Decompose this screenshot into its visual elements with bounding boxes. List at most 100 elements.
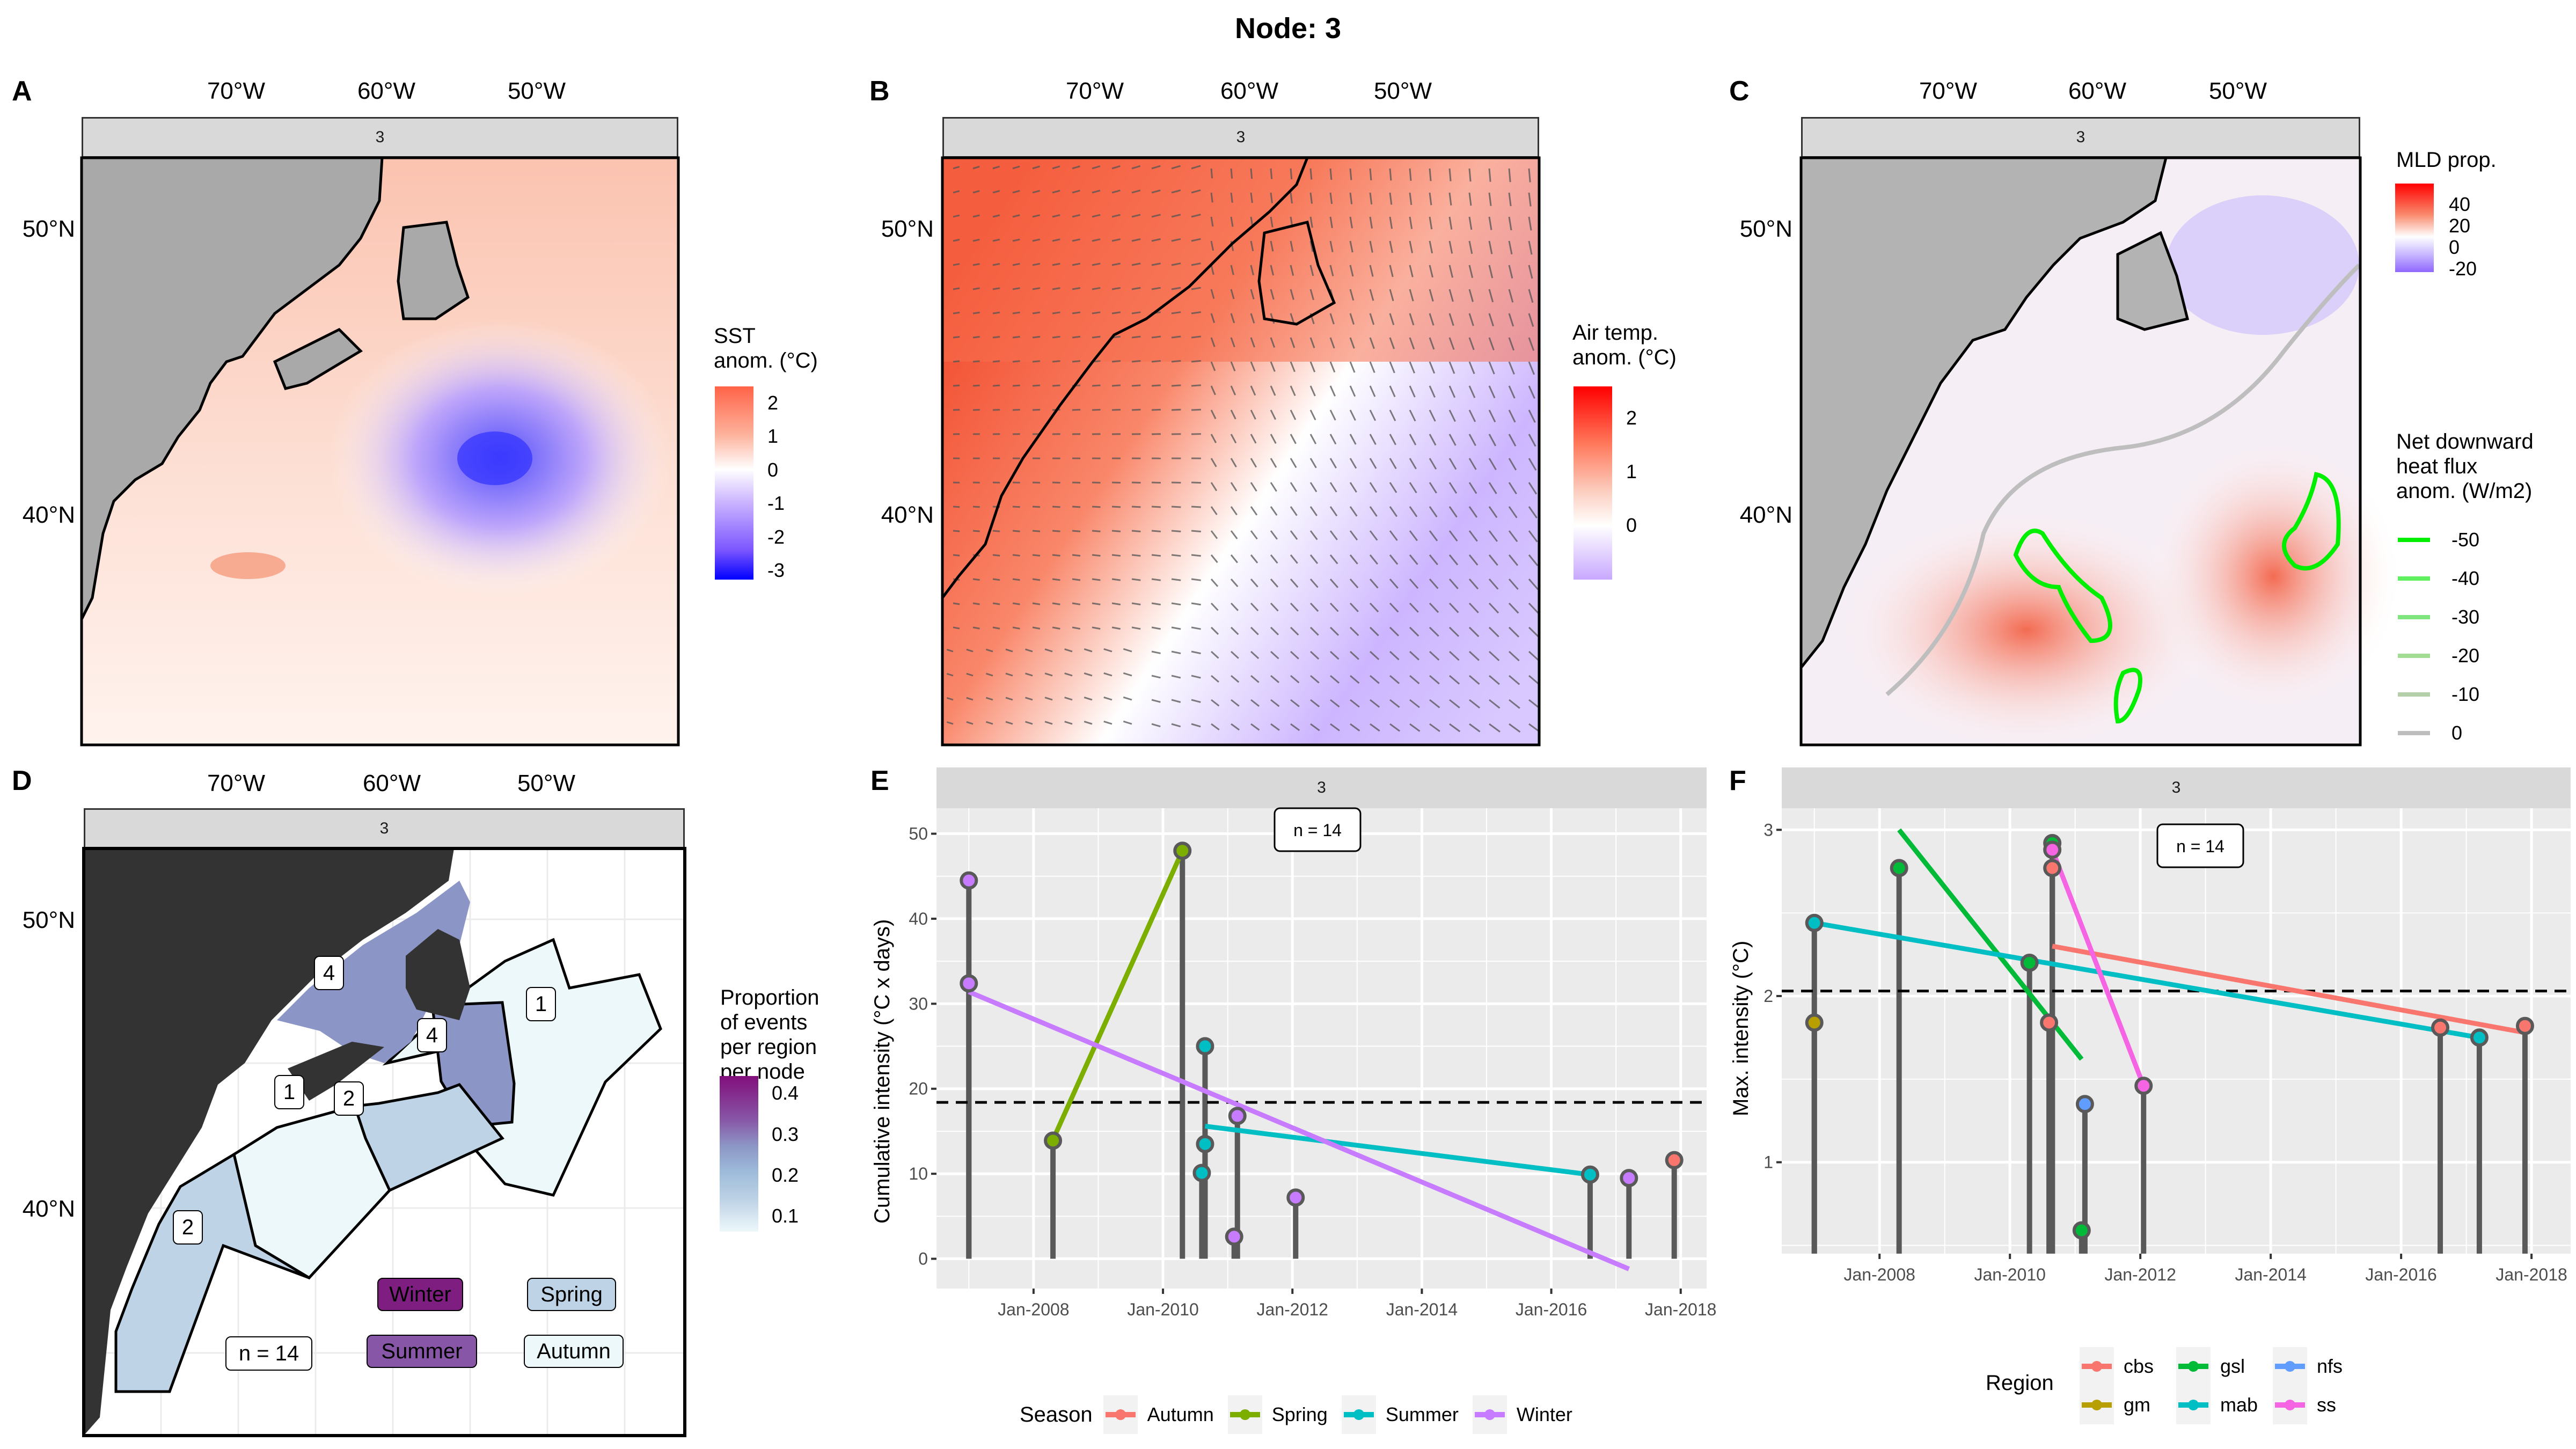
legend-label: Summer bbox=[1385, 1403, 1459, 1425]
wind-arrow bbox=[1032, 360, 1041, 363]
wind-arrow bbox=[1349, 385, 1356, 397]
wind-arrow bbox=[1528, 265, 1533, 279]
wind-arrow bbox=[1111, 384, 1121, 387]
wind-arrow bbox=[1131, 602, 1141, 606]
lat-tick-label: 40°N bbox=[22, 502, 75, 528]
wind-arrow bbox=[1270, 675, 1279, 683]
wind-arrow bbox=[1329, 626, 1340, 636]
wind-arrow bbox=[1032, 384, 1041, 387]
wind-arrow bbox=[1012, 602, 1020, 605]
wind-arrow bbox=[1151, 408, 1161, 411]
mld-map-panel-c bbox=[1799, 156, 2402, 753]
wind-arrow bbox=[972, 578, 980, 581]
wind-arrow bbox=[992, 214, 1000, 218]
wind-arrow bbox=[1389, 482, 1397, 493]
wind-arrow bbox=[1230, 192, 1233, 203]
legend-tick: 40 bbox=[2449, 193, 2471, 215]
wind-arrow bbox=[1488, 385, 1496, 399]
legend-label: -30 bbox=[2451, 606, 2480, 628]
panel-letter-f: F bbox=[1729, 765, 1746, 796]
wind-arrow bbox=[972, 602, 980, 605]
wind-arrow bbox=[1508, 216, 1512, 231]
wind-arrow bbox=[1012, 214, 1020, 218]
wind-arrow bbox=[1052, 165, 1060, 170]
wind-arrow bbox=[1052, 238, 1060, 242]
wind-arrow bbox=[1528, 458, 1537, 471]
wind-arrow bbox=[1448, 650, 1460, 661]
wind-arrow bbox=[1469, 699, 1481, 709]
wind-arrow bbox=[1409, 602, 1419, 613]
wind-arrow bbox=[1211, 699, 1220, 707]
wind-arrow bbox=[1005, 672, 1013, 677]
wind-arrow bbox=[1250, 699, 1260, 707]
wind-arrow bbox=[1230, 385, 1236, 396]
wind-arrow bbox=[1488, 216, 1492, 230]
wind-arrow bbox=[1131, 578, 1141, 581]
x-tick-label: Jan-2010 bbox=[1974, 1265, 2045, 1284]
wind-arrow bbox=[1429, 482, 1437, 494]
wind-arrow bbox=[1468, 192, 1472, 206]
wind-arrow bbox=[1012, 262, 1020, 266]
wind-arrow bbox=[1191, 408, 1201, 411]
wind-arrow bbox=[1131, 311, 1141, 314]
wind-arrow bbox=[972, 165, 980, 170]
wind-arrow bbox=[1151, 384, 1161, 387]
wind-arrow bbox=[1092, 335, 1101, 339]
wind-arrow bbox=[1429, 216, 1433, 230]
wind-arrow bbox=[1032, 287, 1041, 290]
season-legend: Season Autumn Spring Summer Winter bbox=[1020, 1395, 1586, 1434]
wind-arrow bbox=[1468, 602, 1479, 613]
x-tick-label: Jan-2014 bbox=[1386, 1300, 1458, 1319]
wind-arrow bbox=[1508, 337, 1514, 351]
x-tick-label: Jan-2008 bbox=[1844, 1265, 1915, 1284]
wind-arrow bbox=[1508, 289, 1514, 303]
wind-arrow bbox=[1250, 579, 1258, 588]
legend-label: mab bbox=[2220, 1394, 2258, 1416]
wind-arrow bbox=[1349, 216, 1353, 229]
wind-arrow bbox=[1329, 385, 1336, 397]
wind-arrow bbox=[1330, 675, 1340, 684]
wind-arrow bbox=[1191, 384, 1201, 387]
wind-arrow bbox=[1230, 168, 1233, 179]
wind-arrow bbox=[1084, 696, 1093, 701]
wind-arrow bbox=[1210, 626, 1219, 635]
wind-arrow bbox=[1409, 265, 1414, 277]
wind-arrow bbox=[1111, 287, 1121, 290]
wind-arrow bbox=[1528, 554, 1539, 566]
data-point-cbs bbox=[2040, 1013, 2059, 1032]
wind-arrow bbox=[1032, 408, 1041, 411]
wind-arrow bbox=[1250, 482, 1257, 492]
wind-arrow bbox=[1448, 458, 1457, 470]
wind-arrow bbox=[1409, 409, 1416, 422]
wind-arrow bbox=[1052, 189, 1060, 194]
wind-arrow bbox=[1171, 699, 1181, 703]
data-point-winter bbox=[1620, 1169, 1638, 1188]
wind-arrow bbox=[1151, 675, 1161, 679]
wind-arrow bbox=[1250, 554, 1258, 564]
wind-arrow bbox=[953, 166, 960, 170]
wind-arrow bbox=[1389, 554, 1399, 565]
wind-arrow bbox=[1369, 192, 1373, 205]
lat-tick-label: 40°N bbox=[22, 1196, 75, 1222]
wind-arrow bbox=[1131, 384, 1141, 387]
wind-arrow bbox=[1151, 626, 1161, 630]
wind-arrow bbox=[1052, 287, 1060, 290]
warm-anomaly bbox=[210, 552, 286, 579]
wind-arrow bbox=[1230, 579, 1239, 588]
wind-arrow bbox=[992, 263, 1000, 266]
wind-arrow bbox=[1329, 434, 1337, 445]
wind-arrow bbox=[1211, 723, 1220, 731]
wind-arrow bbox=[1290, 240, 1294, 252]
data-point-ss bbox=[2043, 840, 2062, 859]
wind-arrow bbox=[1231, 723, 1240, 731]
wind-arrow bbox=[1488, 168, 1491, 182]
wind-arrow bbox=[1290, 361, 1296, 372]
wind-arrow bbox=[1409, 434, 1417, 445]
legend-label: Spring bbox=[1271, 1403, 1328, 1425]
wind-arrow bbox=[1270, 602, 1279, 612]
legend-tick: 1 bbox=[1626, 460, 1637, 482]
wind-arrow bbox=[1250, 385, 1256, 396]
lon-tick-label: 50°W bbox=[517, 770, 576, 796]
legend-colorbar-air-temp bbox=[1574, 386, 1612, 580]
wind-arrow bbox=[1072, 335, 1081, 339]
